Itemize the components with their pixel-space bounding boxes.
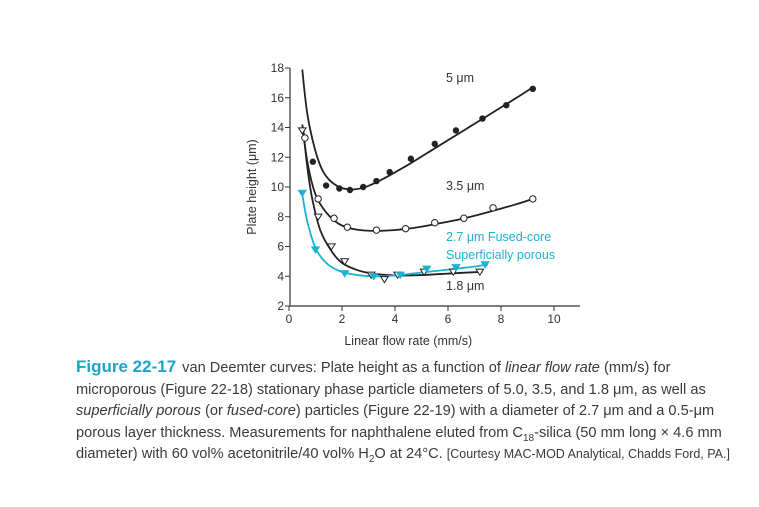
point-2-7-m-fused-core-superficially-porous-4 xyxy=(369,273,379,281)
series-label-1-8um: 1.8 μm xyxy=(446,279,484,293)
data-points xyxy=(297,85,537,284)
caption-text-4: ) particles (Figure 22-19) with a diamet… xyxy=(76,403,715,441)
point-3-5-m-1 xyxy=(301,134,309,142)
point-1-8-m-1 xyxy=(297,127,307,135)
x-tick-label-6: 6 xyxy=(445,312,452,326)
point-3-5-m-3 xyxy=(330,214,338,222)
point-5-m-5 xyxy=(360,183,367,191)
x-tick-label-2: 2 xyxy=(339,312,346,326)
point-2-7-m-fused-core-superficially-porous-8 xyxy=(480,261,490,269)
series-label-2-7um-line2: Superficially porous xyxy=(446,248,555,262)
series-label-3-5um: 3.5 μm xyxy=(446,179,484,193)
point-5-m-13 xyxy=(529,85,536,93)
x-tick-label-10: 10 xyxy=(547,312,561,326)
point-3-5-m-8 xyxy=(460,214,468,222)
y-tick-label-12: 12 xyxy=(271,150,285,164)
point-3-5-m-6 xyxy=(401,224,410,233)
y-tick-label-14: 14 xyxy=(271,121,285,135)
point-3-5-m-7 xyxy=(431,219,439,227)
point-1-8-m-6 xyxy=(379,276,390,284)
y-tick-label-18: 18 xyxy=(271,61,285,75)
point-3-5-m-4 xyxy=(343,223,351,231)
point-5-m-2 xyxy=(322,182,330,189)
y-tick-label-8: 8 xyxy=(277,210,284,224)
point-5-m-9 xyxy=(431,140,438,148)
figure-caption: Figure 22-17 van Deemter curves: Plate he… xyxy=(76,356,752,466)
x-tick-label-4: 4 xyxy=(392,312,399,326)
point-1-8-m-10 xyxy=(475,268,485,277)
y-tick-label-6: 6 xyxy=(277,240,284,254)
point-5-m-1 xyxy=(309,158,317,165)
point-2-7-m-fused-core-superficially-porous-3 xyxy=(339,270,350,278)
x-tick-label-8: 8 xyxy=(498,312,505,326)
caption-text-2: (mm/s) for microporous (Figure 22-18) st… xyxy=(76,360,706,398)
caption-text-5: -silica (50 mm long × 4.6 mm diameter) w… xyxy=(76,424,722,463)
caption-subscript-2: 2 xyxy=(368,453,375,465)
y-tick-label-2: 2 xyxy=(277,299,284,313)
caption-subscript-18: 18 xyxy=(522,432,535,444)
point-2-7-m-fused-core-superficially-porous-2 xyxy=(310,246,321,254)
point-5-m-8 xyxy=(407,155,415,162)
point-3-5-m-10 xyxy=(529,195,537,203)
point-1-8-m-2 xyxy=(313,213,323,222)
y-tick-label-4: 4 xyxy=(277,269,284,283)
curve-5-m xyxy=(301,69,534,191)
point-5-m-4 xyxy=(346,186,354,194)
point-5-m-7 xyxy=(386,168,393,176)
x-tick-label-0: 0 xyxy=(286,312,293,326)
caption-courtesy: [Courtesy MAC-MOD Analytical, Chadds For… xyxy=(446,447,730,461)
point-2-7-m-fused-core-superficially-porous-7 xyxy=(451,264,461,272)
caption-italic-fused-core: fused-core xyxy=(226,403,296,419)
caption-text-3: (or xyxy=(200,403,227,419)
point-5-m-3 xyxy=(336,185,343,192)
caption-text-6: O at 24°C. xyxy=(374,446,447,462)
series-label-5um: 5 μm xyxy=(446,71,474,85)
curve-3-5-m xyxy=(301,124,534,232)
y-axis-title: Plate height (μm) xyxy=(245,139,259,234)
point-1-8-m-9 xyxy=(448,268,459,277)
fit-curves xyxy=(301,69,534,278)
point-2-7-m-fused-core-superficially-porous-6 xyxy=(422,265,432,274)
curve-1-8-m xyxy=(302,131,483,277)
x-axis-title: Linear flow rate (mm/s) xyxy=(344,334,472,348)
point-5-m-12 xyxy=(503,101,510,109)
series-label-2-7um-line1: 2.7 μm Fused-core xyxy=(446,230,551,244)
caption-text-1: van Deemter curves: Plate height as a fu… xyxy=(182,360,506,376)
point-5-m-6 xyxy=(373,177,380,185)
point-1-8-m-4 xyxy=(339,258,350,266)
caption-italic-superficially-porous: superficially porous xyxy=(76,403,201,419)
point-5-m-10 xyxy=(452,127,460,134)
point-2-7-m-fused-core-superficially-porous-1 xyxy=(297,189,307,198)
point-3-5-m-2 xyxy=(314,195,322,203)
y-tick-label-16: 16 xyxy=(271,91,285,105)
y-tick-label-10: 10 xyxy=(271,180,285,194)
point-1-8-m-3 xyxy=(326,243,337,251)
caption-italic-flow-rate: linear flow rate xyxy=(505,360,600,376)
point-5-m-11 xyxy=(479,115,486,122)
point-3-5-m-9 xyxy=(489,204,497,212)
figure-number: Figure 22-17 xyxy=(76,357,177,376)
point-3-5-m-5 xyxy=(372,226,381,234)
point-2-7-m-fused-core-superficially-porous-5 xyxy=(395,271,406,280)
